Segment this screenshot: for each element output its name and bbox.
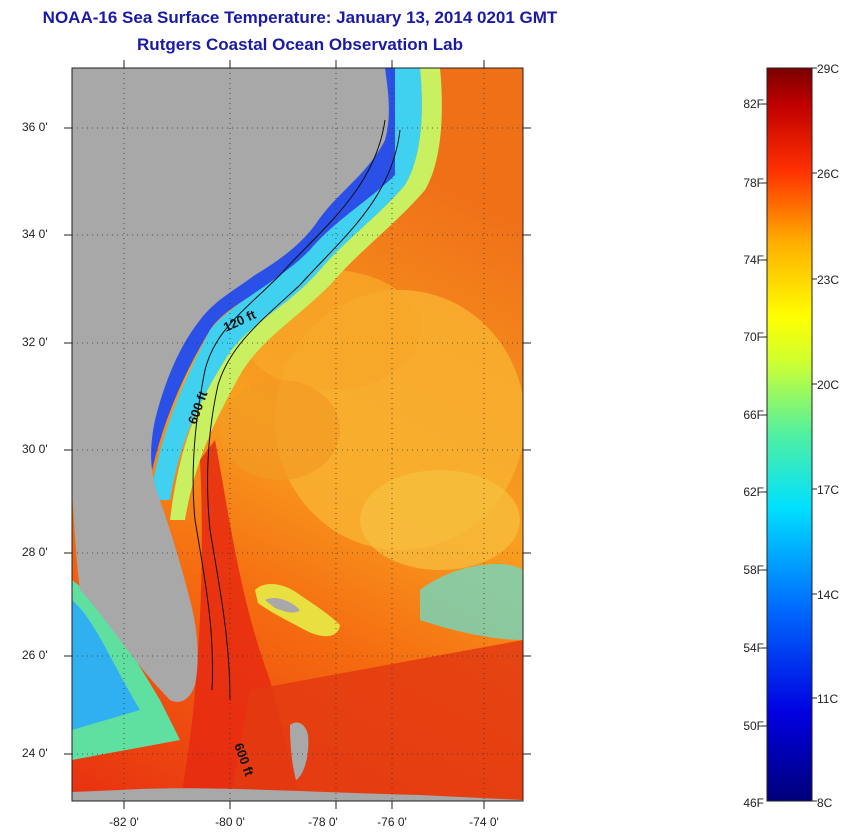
colorbar-label-70f: 70F <box>743 330 764 344</box>
lat-label-24: 24 0' <box>22 746 48 760</box>
colorbar-label-14c: 14C <box>817 588 840 602</box>
lon-label-74: -74 0' <box>469 815 499 829</box>
lat-label-34: 34 0' <box>22 227 48 241</box>
lat-label-36: 36 0' <box>22 120 48 134</box>
lon-label-82: -82 0' <box>109 815 139 829</box>
colorbar-label-11c: 11C <box>817 692 839 706</box>
lon-label-80: -80 0' <box>215 815 245 829</box>
lat-label-30: 30 0' <box>22 442 48 456</box>
lat-label-28: 28 0' <box>22 545 48 559</box>
colorbar <box>766 67 813 802</box>
colorbar-label-74f: 74F <box>743 253 764 267</box>
colorbar-label-26c: 26C <box>817 167 840 181</box>
colorbar-label-8c: 8C <box>817 796 833 810</box>
colorbar-label-62f: 62F <box>743 485 764 499</box>
colorbar-label-46f: 46F <box>743 796 764 810</box>
colorbar-label-66f: 66F <box>743 408 764 422</box>
colorbar-label-54f: 54F <box>743 641 764 655</box>
colorbar-label-78f: 78F <box>743 176 764 190</box>
lon-label-78: -78 0' <box>308 815 338 829</box>
lon-label-76: -76 0' <box>377 815 407 829</box>
colorbar-label-23c: 23C <box>817 273 840 287</box>
colorbar-label-20c: 20C <box>817 378 840 392</box>
map-title: NOAA-16 Sea Surface Temperature: January… <box>42 8 558 27</box>
land-mass-us <box>72 68 389 702</box>
colorbar-label-50f: 50F <box>743 719 764 733</box>
colorbar-label-17c: 17C <box>817 483 840 497</box>
lat-label-32: 32 0' <box>22 335 48 349</box>
lat-label-26: 26 0' <box>22 648 48 662</box>
colorbar-label-82f: 82F <box>743 97 764 111</box>
map-subtitle: Rutgers Coastal Ocean Observation Lab <box>137 35 463 54</box>
colorbar-label-58f: 58F <box>743 563 764 577</box>
colorbar-label-29c: 29C <box>817 62 840 76</box>
